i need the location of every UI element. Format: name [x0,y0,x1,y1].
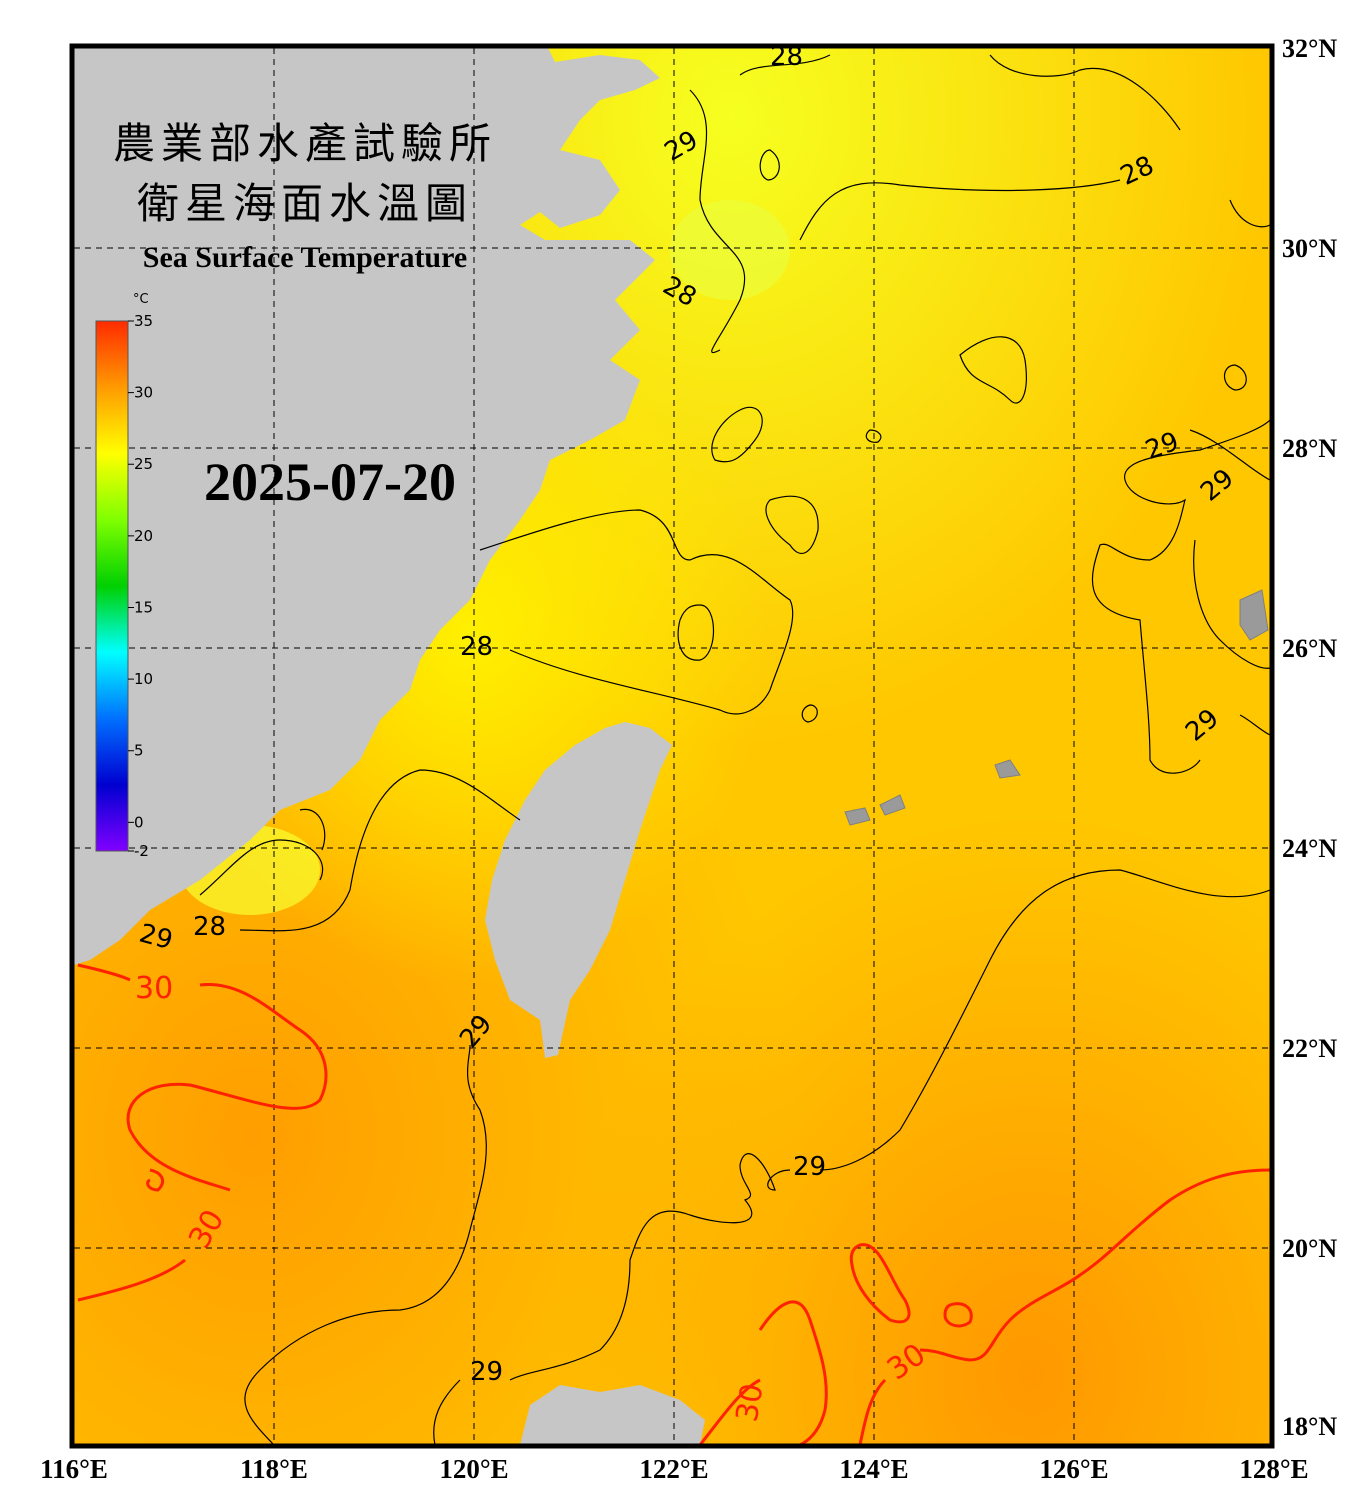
colorbar-tick-label: 35 [134,312,153,330]
land [74,48,1269,1445]
luzon-island [520,1385,705,1445]
taiwan-island [485,722,672,1058]
title-chinese-line1: 農業部水產試驗所 [113,121,497,168]
colorbar-tick-label: 15 [134,598,153,616]
colorbar-ticks: 35 30 25 20 15 10 5 0 -2 [128,312,153,860]
colorbar: °C 35 30 25 20 15 10 5 0 -2 [95,292,153,860]
longitude-label: 122°E [639,1454,708,1484]
latitude-label: 28°N [1282,434,1337,463]
colorbar-unit: °C [133,292,149,307]
date-label: 2025-07-20 [204,452,456,512]
latitude-label: 26°N [1282,634,1337,663]
colorbar-tick-label: 5 [134,742,144,760]
title-english: Sea Surface Temperature [143,241,467,274]
colorbar-tick-label: 30 [134,384,153,402]
contour-label: 29 [470,1357,503,1387]
contour-label: 30 [730,1381,771,1425]
map-frame [69,43,1275,1449]
graticule [74,48,1270,1445]
longitude-label: 116°E [40,1454,108,1484]
isotherm-black [199,54,1270,1445]
longitude-label: 126°E [1039,1454,1108,1484]
colorbar-tick-label: 25 [134,455,153,473]
latitude-labels: 32°N 30°N 28°N 26°N 24°N 22°N 20°N 18°N [1282,34,1337,1441]
contour-label: 28 [460,632,493,662]
colorbar-tick-label: -2 [134,842,149,860]
longitude-labels: 116°E 118°E 120°E 122°E 124°E 126°E 128°E [40,1454,1309,1484]
longitude-label: 124°E [839,1454,908,1484]
mainland-china [74,48,660,965]
colorbar-tick-label: 10 [134,670,153,688]
contour-label: 30 [135,971,173,1006]
title-chinese-line2: 衛星海面水溫圖 [137,182,473,228]
latitude-label: 24°N [1282,834,1337,863]
contour-label: 29 [793,1152,826,1182]
ryukyu-islands [844,589,1269,826]
isotherms [77,54,1270,1445]
latitude-label: 18°N [1282,1412,1337,1441]
colorbar-gradient [95,320,129,852]
latitude-label: 22°N [1282,1034,1337,1063]
colorbar-tick-label: 0 [134,813,144,831]
longitude-label: 120°E [439,1454,508,1484]
colorbar-tick-label: 20 [134,527,153,545]
longitude-label: 118°E [240,1454,308,1484]
longitude-label: 128°E [1239,1454,1308,1484]
latitude-label: 32°N [1282,34,1337,63]
latitude-label: 30°N [1282,234,1337,263]
contour-label: 28 [193,912,226,942]
latitude-label: 20°N [1282,1234,1337,1263]
isotherm-30 [77,963,1270,1445]
